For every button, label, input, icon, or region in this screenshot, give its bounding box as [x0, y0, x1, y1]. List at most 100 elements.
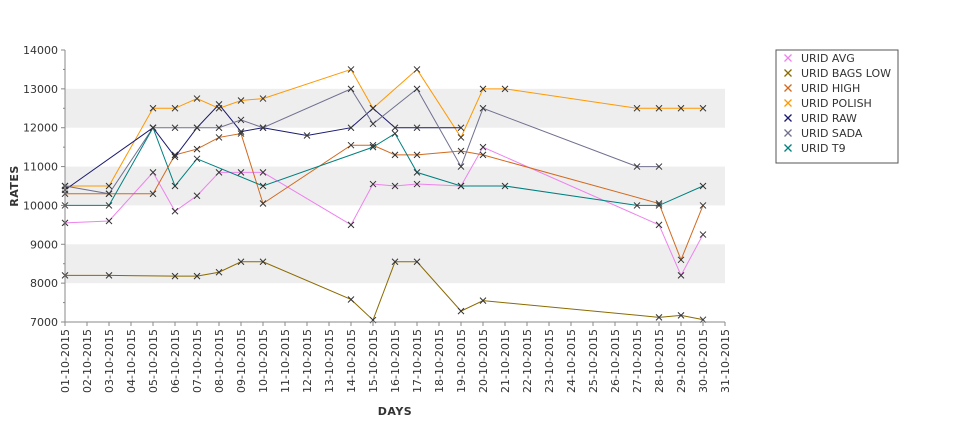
legend-marker: [784, 144, 792, 152]
legend-label: URID POLISH: [801, 97, 872, 110]
x-tick-label: 27-10-2015: [631, 329, 644, 393]
data-point: [655, 104, 663, 112]
x-tick-label: 30-10-2015: [697, 329, 710, 393]
data-point: [215, 124, 223, 132]
data-point: [149, 190, 157, 198]
data-point: [237, 128, 245, 135]
data-point: [193, 155, 201, 163]
x-axis-ticks: 01-10-2015 02-10-2015 03-10-2015 04-10-2015…: [59, 322, 732, 393]
data-point: [655, 163, 663, 170]
y-tick-label: 13000: [23, 83, 58, 96]
data-point: [171, 104, 179, 112]
data-point: [259, 124, 267, 132]
data-point: [413, 66, 421, 73]
data-point: [699, 104, 707, 112]
x-tick-label: 28-10-2015: [653, 329, 666, 393]
data-point: [457, 124, 465, 132]
data-point: [457, 182, 465, 190]
data-point: [149, 104, 157, 112]
data-point: [171, 124, 179, 132]
legend-label: URID T9: [801, 142, 846, 155]
data-point: [699, 231, 707, 238]
legend-item-urid-raw: URID RAW: [784, 112, 857, 125]
x-tick-label: 02-10-2015: [81, 329, 94, 393]
data-point: [259, 169, 267, 176]
data-point: [105, 217, 113, 225]
data-point: [413, 258, 421, 266]
x-tick-label: 05-10-2015: [147, 329, 160, 393]
y-tick-label: 10000: [23, 199, 58, 212]
series-urid-avg: [61, 143, 707, 279]
x-tick-label: 10-10-2015: [257, 329, 270, 393]
data-point: [215, 101, 223, 108]
data-point: [369, 143, 377, 151]
data-point: [215, 134, 223, 141]
data-point: [105, 190, 113, 198]
legend-label: URID SADA: [801, 127, 863, 140]
data-point: [347, 66, 355, 73]
x-tick-label: 23-10-2015: [543, 329, 556, 393]
series-line: [65, 126, 704, 206]
data-point: [413, 180, 421, 188]
legend-marker: [784, 84, 792, 92]
data-point: [633, 104, 641, 112]
data-point: [479, 297, 487, 304]
data-point: [193, 124, 201, 132]
data-point: [655, 313, 663, 321]
legend-label: URID BAGS LOW: [801, 67, 891, 80]
legend-item-urid-t9: URID T9: [784, 142, 846, 155]
x-tick-label: 17-10-2015: [411, 329, 424, 393]
data-point: [237, 116, 245, 124]
y-axis-title: RATES: [8, 165, 21, 207]
data-point: [677, 104, 685, 112]
data-point: [501, 182, 509, 190]
data-point: [413, 169, 421, 176]
x-tick-label: 06-10-2015: [169, 329, 182, 393]
data-point: [171, 272, 179, 280]
data-point: [215, 169, 223, 176]
data-point: [479, 151, 487, 159]
data-point: [655, 221, 663, 229]
data-point: [457, 307, 465, 315]
x-tick-label: 20-10-2015: [477, 329, 490, 393]
data-point: [193, 145, 201, 153]
data-point: [193, 192, 201, 200]
data-point: [699, 182, 707, 190]
x-tick-label: 14-10-2015: [345, 329, 358, 393]
data-point: [369, 120, 377, 128]
data-point: [655, 202, 663, 209]
legend-item-urid-bags-low: URID BAGS LOW: [784, 67, 891, 80]
data-point: [391, 151, 399, 159]
series-urid-bags-low: [61, 258, 707, 324]
data-point: [633, 202, 641, 209]
x-tick-label: 15-10-2015: [367, 329, 380, 393]
data-point: [259, 258, 267, 266]
legend-item-urid-polish: URID POLISH: [784, 97, 872, 110]
data-point: [369, 180, 377, 188]
data-point: [237, 97, 245, 104]
data-point: [347, 296, 355, 303]
data-point: [259, 182, 267, 190]
data-point: [457, 134, 465, 141]
x-tick-label: 18-10-2015: [433, 329, 446, 393]
legend-label: URID RAW: [801, 112, 857, 125]
data-point: [413, 151, 421, 159]
data-point: [171, 151, 179, 159]
x-tick-label: 01-10-2015: [59, 329, 72, 393]
x-tick-label: 16-10-2015: [389, 329, 402, 393]
series-line: [65, 68, 703, 187]
x-tick-label: 08-10-2015: [213, 329, 226, 393]
x-tick-label: 21-10-2015: [499, 329, 512, 393]
data-point: [259, 200, 267, 207]
grid-band: [65, 244, 725, 284]
series-line: [65, 261, 704, 321]
data-point: [171, 207, 179, 215]
x-tick-label: 13-10-2015: [323, 329, 336, 393]
x-tick-label: 04-10-2015: [125, 329, 138, 393]
data-point: [457, 147, 465, 155]
y-axis-ticks: 7000 8000 9000 10000 11000 12000 13000 14000: [23, 44, 65, 329]
data-point: [237, 258, 245, 266]
x-tick-label: 25-10-2015: [587, 329, 600, 393]
legend-marker: [784, 129, 792, 137]
x-tick-label: 03-10-2015: [103, 329, 116, 393]
